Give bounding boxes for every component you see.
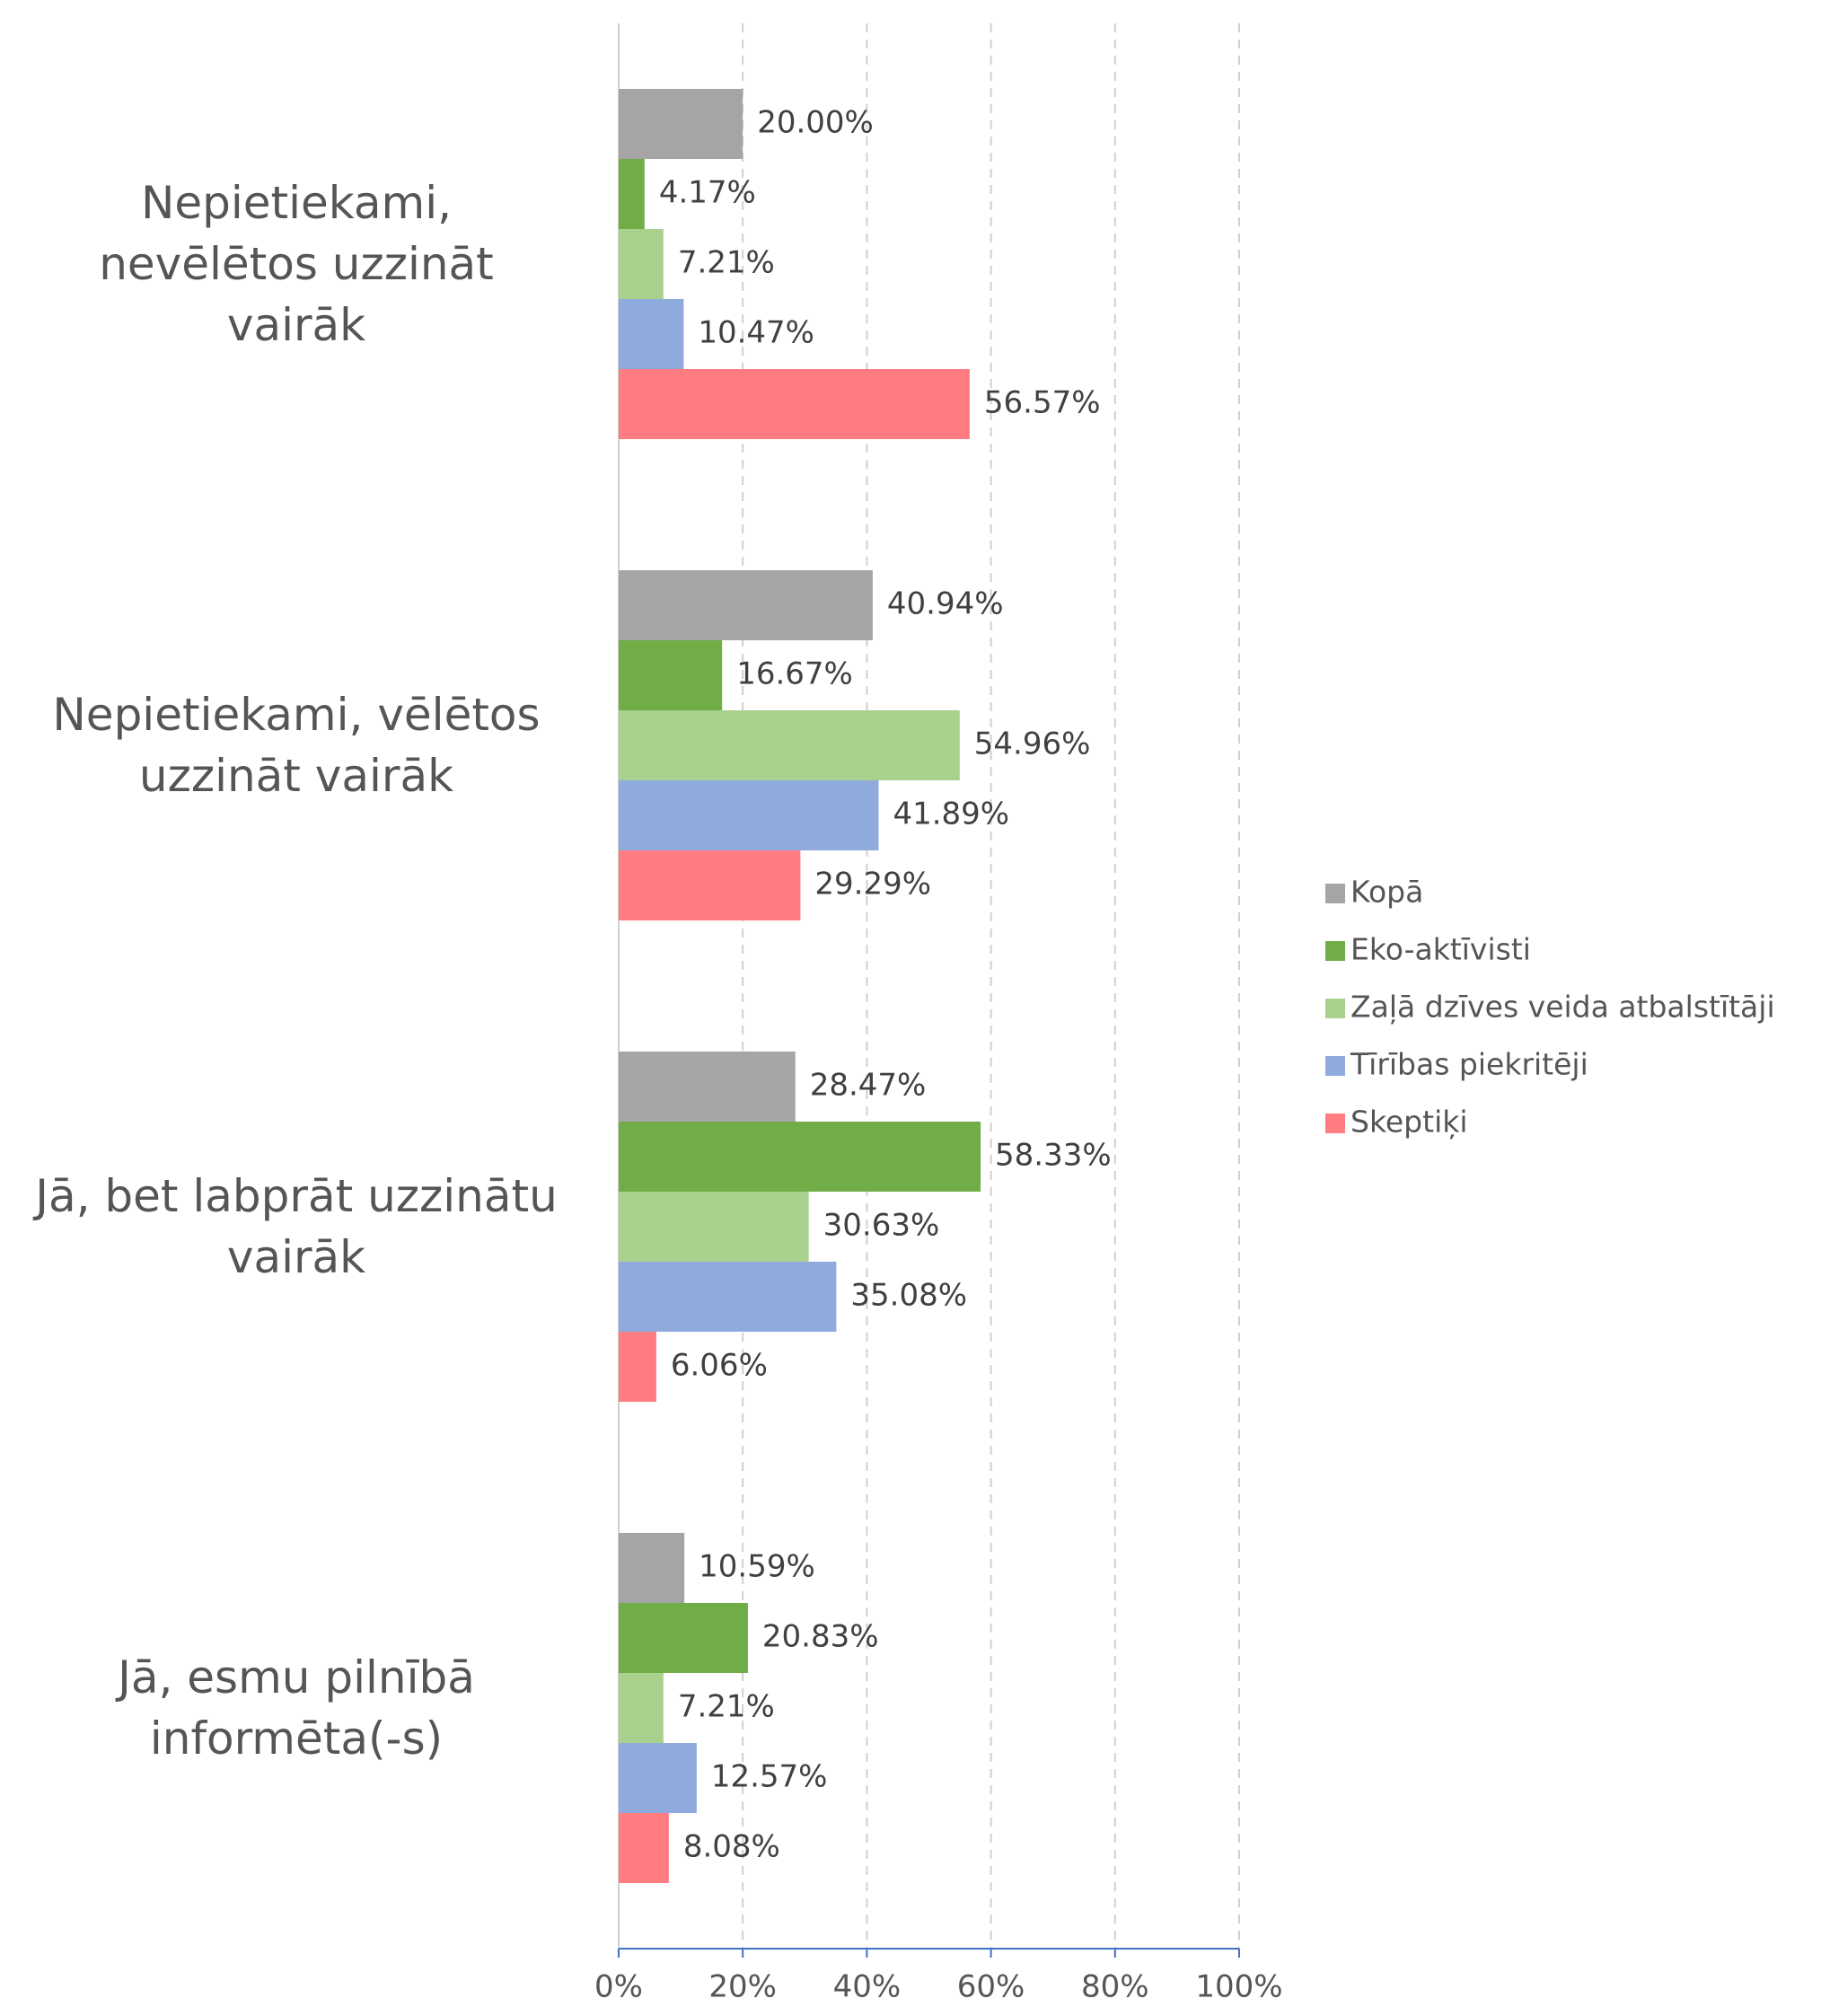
data-label: 7.21% — [678, 245, 775, 281]
x-tick-label: 20% — [708, 1969, 777, 2005]
data-label: 12.57% — [711, 1759, 828, 1795]
legend-swatch — [1325, 1114, 1345, 1133]
data-label: 28.47% — [810, 1068, 927, 1104]
data-label: 16.67% — [736, 656, 853, 692]
data-label: 20.00% — [757, 105, 874, 141]
legend-label: Kopā — [1350, 875, 1423, 910]
bar — [619, 89, 743, 159]
bar — [619, 640, 723, 710]
bar — [619, 229, 664, 299]
category-label: Jā, bet labprāt uzzinātu vairāk — [35, 1170, 558, 1283]
legend-label: Zaļā dzīves veida atbalstītāji — [1350, 990, 1775, 1025]
bar — [619, 850, 801, 920]
legend-label: Tīrības piekritēji — [1350, 1047, 1588, 1082]
legend-swatch — [1325, 999, 1345, 1018]
data-label: 41.89% — [893, 797, 1009, 832]
data-label: 29.29% — [814, 867, 931, 902]
x-tick-label: 40% — [833, 1969, 902, 2005]
data-label: 4.17% — [659, 175, 756, 211]
category-label: Jā, esmu pilnībā informēta(-s) — [118, 1651, 475, 1765]
data-label: 20.83% — [762, 1619, 879, 1655]
data-label: 40.94% — [887, 586, 1004, 622]
bar — [619, 710, 960, 780]
category-label: Nepietiekami, vēlētos uzzināt vairāk — [52, 689, 541, 802]
bar — [619, 1743, 697, 1813]
x-tick-label: 80% — [1081, 1969, 1149, 2005]
bar — [619, 1603, 748, 1673]
data-label: 54.96% — [974, 726, 1091, 762]
data-label: 7.21% — [678, 1689, 775, 1725]
data-label: 56.57% — [984, 385, 1101, 421]
bar — [619, 369, 970, 439]
legend-swatch — [1325, 884, 1345, 903]
data-label: 8.08% — [683, 1829, 780, 1865]
bar — [619, 299, 684, 369]
category-label: Nepietiekami, nevēlētos uzzināt vairāk — [99, 177, 494, 351]
bar — [619, 1813, 669, 1883]
x-tick-label: 0% — [594, 1969, 643, 2005]
data-label: 10.47% — [698, 315, 814, 351]
legend-label: Skeptiķi — [1350, 1105, 1468, 1140]
legend-swatch — [1325, 1056, 1345, 1076]
bar — [619, 1332, 656, 1402]
bar — [619, 1673, 664, 1743]
bar — [619, 1122, 981, 1192]
data-label: 10.59% — [699, 1549, 815, 1585]
data-label: 6.06% — [671, 1348, 768, 1384]
legend-swatch — [1325, 941, 1345, 961]
bar — [619, 1533, 685, 1603]
bar — [619, 1052, 796, 1122]
legend-label: Eko-aktīvisti — [1350, 932, 1531, 967]
bar — [619, 159, 645, 229]
bar — [619, 1262, 837, 1332]
x-tick-label: 60% — [957, 1969, 1025, 2005]
data-label: 30.63% — [823, 1208, 940, 1244]
data-label: 58.33% — [995, 1138, 1112, 1174]
bar — [619, 570, 873, 640]
bar — [619, 780, 879, 850]
bar — [619, 1192, 809, 1262]
x-tick-label: 100% — [1195, 1969, 1282, 2005]
data-label: 35.08% — [850, 1278, 967, 1314]
